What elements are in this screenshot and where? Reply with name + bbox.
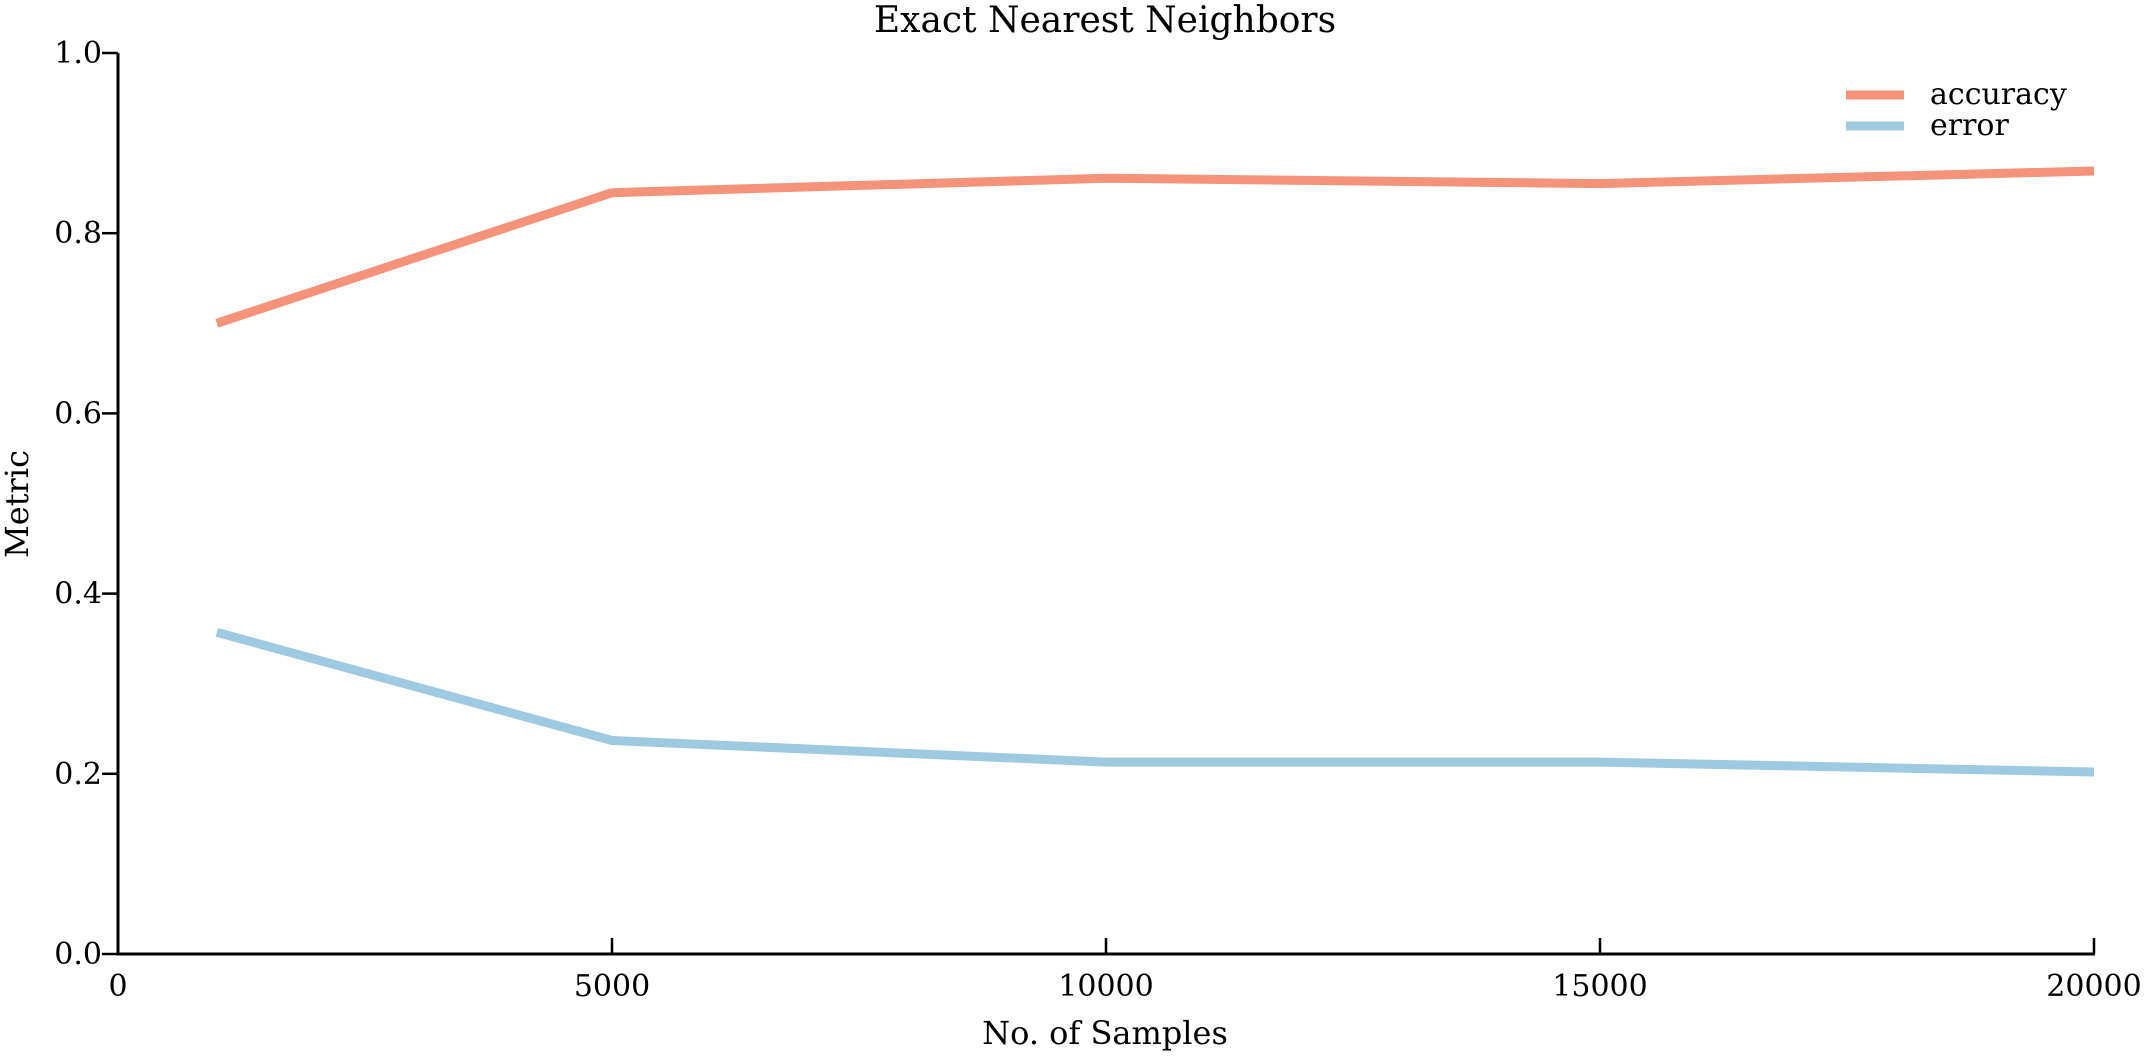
x-tick-label: 5000	[574, 969, 650, 1004]
x-tick-label: 10000	[1058, 969, 1153, 1004]
axes: 0.0 0.2 0.4 0.6 0.8 1.0 0 5000 10000 15000 20000	[54, 36, 2141, 1004]
x-tick-label: 20000	[2046, 969, 2141, 1004]
y-tick-label: 0.8	[54, 216, 102, 251]
legend-label-error: error	[1930, 108, 2009, 143]
y-tick-label: 0.4	[54, 577, 102, 612]
y-tick-label: 1.0	[54, 36, 102, 71]
x-tick-label: 15000	[1552, 969, 1647, 1004]
x-axis-label: No. of Samples	[982, 1014, 1228, 1052]
y-tick-label: 0.0	[54, 937, 102, 972]
y-tick-label: 0.2	[54, 757, 102, 792]
series-lines	[215, 166, 2095, 777]
x-tick-label: 0	[108, 969, 127, 1004]
series-line-error	[215, 627, 2095, 777]
y-tick-label: 0.6	[54, 396, 102, 431]
y-axis-label: Metric	[0, 450, 36, 558]
chart-title: Exact Nearest Neighbors	[874, 0, 1336, 41]
series-line-accuracy	[215, 166, 2095, 328]
legend-label-accuracy: accuracy	[1930, 77, 2067, 112]
